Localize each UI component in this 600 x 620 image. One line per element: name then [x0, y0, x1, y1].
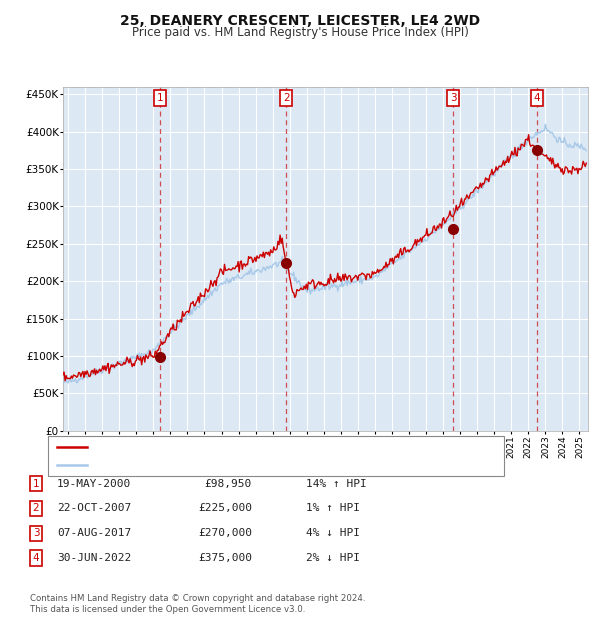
Text: £225,000: £225,000: [198, 503, 252, 513]
Text: 07-AUG-2017: 07-AUG-2017: [57, 528, 131, 538]
Text: 25, DEANERY CRESCENT, LEICESTER, LE4 2WD: 25, DEANERY CRESCENT, LEICESTER, LE4 2WD: [120, 14, 480, 28]
Text: Price paid vs. HM Land Registry's House Price Index (HPI): Price paid vs. HM Land Registry's House …: [131, 26, 469, 39]
Text: HPI: Average price, detached house, Leicester: HPI: Average price, detached house, Leic…: [91, 460, 321, 470]
Text: 4: 4: [533, 93, 540, 103]
Text: 25, DEANERY CRESCENT, LEICESTER, LE4 2WD (detached house): 25, DEANERY CRESCENT, LEICESTER, LE4 2WD…: [91, 442, 415, 452]
Text: 1% ↑ HPI: 1% ↑ HPI: [306, 503, 360, 513]
Text: 14% ↑ HPI: 14% ↑ HPI: [306, 479, 367, 489]
Text: 1: 1: [32, 479, 40, 489]
Text: Contains HM Land Registry data © Crown copyright and database right 2024.: Contains HM Land Registry data © Crown c…: [30, 593, 365, 603]
Text: 2: 2: [32, 503, 40, 513]
Text: This data is licensed under the Open Government Licence v3.0.: This data is licensed under the Open Gov…: [30, 604, 305, 614]
Text: 30-JUN-2022: 30-JUN-2022: [57, 553, 131, 563]
Text: 19-MAY-2000: 19-MAY-2000: [57, 479, 131, 489]
Text: £375,000: £375,000: [198, 553, 252, 563]
Text: 2% ↓ HPI: 2% ↓ HPI: [306, 553, 360, 563]
Text: £270,000: £270,000: [198, 528, 252, 538]
Text: 4: 4: [32, 553, 40, 563]
Text: 4% ↓ HPI: 4% ↓ HPI: [306, 528, 360, 538]
Text: 1: 1: [157, 93, 163, 103]
Text: 3: 3: [450, 93, 457, 103]
Text: 22-OCT-2007: 22-OCT-2007: [57, 503, 131, 513]
Text: £98,950: £98,950: [205, 479, 252, 489]
Text: 2: 2: [283, 93, 290, 103]
Text: 3: 3: [32, 528, 40, 538]
